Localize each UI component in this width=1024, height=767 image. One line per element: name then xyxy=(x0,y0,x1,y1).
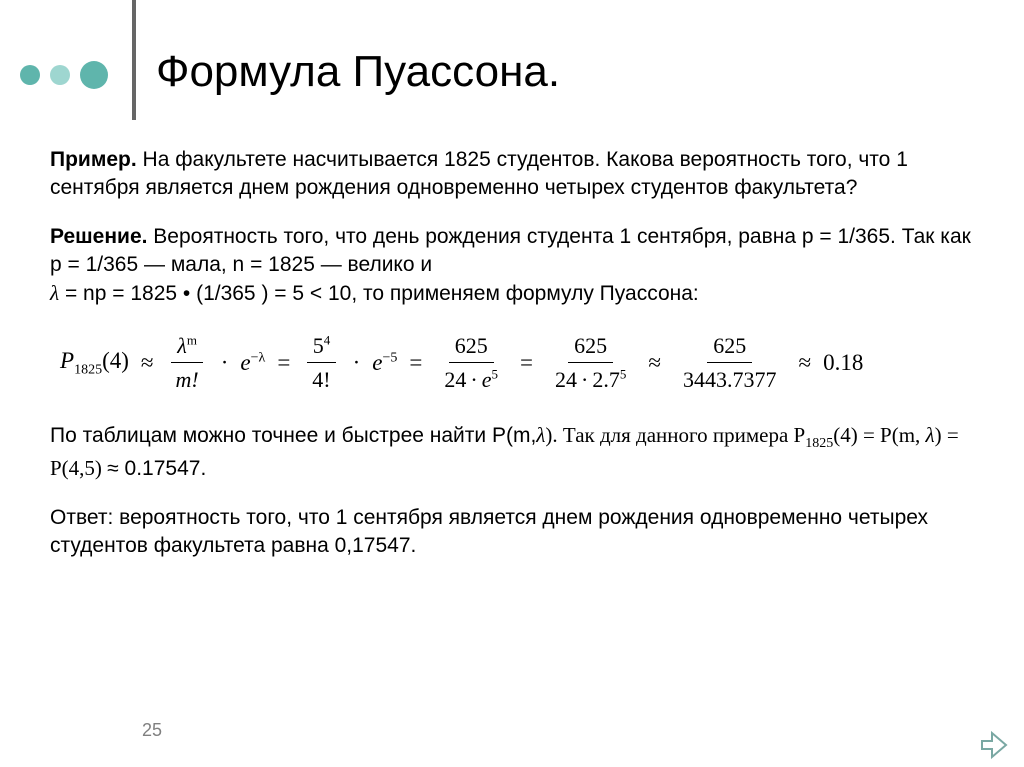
dot-1op: · xyxy=(221,347,229,378)
answer-paragraph: Ответ: вероятность того, что 1 сентября … xyxy=(50,504,974,561)
content: Пример. На факультете насчитывается 1825… xyxy=(50,146,974,560)
title-divider xyxy=(132,0,136,120)
dot-1 xyxy=(20,65,40,85)
poisson-formula: P1825(4) ≈ λm m! · e−λ = 54 4! · e−5 = 6… xyxy=(60,331,974,395)
dot-2op: · xyxy=(353,347,361,378)
e-neglambda: e−λ xyxy=(240,347,265,378)
eq-1: = xyxy=(277,347,290,378)
page-number: 25 xyxy=(142,720,162,741)
approx-3: ≈ xyxy=(798,347,811,378)
answer-text: вероятность того, что 1 сентября являетс… xyxy=(50,506,928,557)
decor-dots xyxy=(20,61,108,89)
lookup-sub: 1825 xyxy=(805,436,833,451)
example-paragraph: Пример. На факультете насчитывается 1825… xyxy=(50,146,974,203)
lookup-a: По таблицам можно точнее и быстрее найти… xyxy=(50,424,536,447)
lookup-b: ). Так для данного примера P xyxy=(545,423,805,447)
eq-2: = xyxy=(409,347,422,378)
approx-1: ≈ xyxy=(141,347,154,378)
solution-paragraph: Решение. Вероятность того, что день рожд… xyxy=(50,223,974,309)
frac-625-24e5: 625 24·e5 xyxy=(438,331,504,395)
lookup-c: (4) = P(m, xyxy=(833,423,925,447)
dot-2 xyxy=(50,65,70,85)
solution-line2: = np = 1825 • (1/365 ) = 5 < 10, то прим… xyxy=(59,282,699,305)
e-neg5: e−5 xyxy=(372,347,397,378)
formula-P: P1825(4) xyxy=(60,345,129,380)
header: Формула Пуассона. xyxy=(50,30,974,120)
formula-result: 0.18 xyxy=(823,347,863,378)
approx-2: ≈ xyxy=(648,347,661,378)
slide-title: Формула Пуассона. xyxy=(156,47,560,97)
frac-625-big: 625 3443.7377 xyxy=(677,331,783,395)
lookup-lambda2: λ xyxy=(926,423,935,447)
dot-3 xyxy=(80,61,108,89)
eq-3: = xyxy=(520,347,533,378)
next-arrow-icon[interactable] xyxy=(978,729,1010,761)
solution-line1: Вероятность того, что день рождения студ… xyxy=(50,225,971,276)
answer-label: Ответ: xyxy=(50,506,113,529)
slide: Формула Пуассона. Пример. На факультете … xyxy=(0,0,1024,767)
lookup-val: ≈ 0.17547. xyxy=(107,457,206,480)
solution-label: Решение. xyxy=(50,225,147,248)
frac-625-2427: 625 24·2.75 xyxy=(549,331,632,395)
lookup-paragraph: По таблицам можно точнее и быстрее найти… xyxy=(50,421,974,483)
frac-lambda-m: λm m! xyxy=(170,331,205,395)
lambda-symbol: λ xyxy=(50,281,59,305)
example-label: Пример. xyxy=(50,148,137,171)
frac-5-4: 54 4! xyxy=(306,331,336,395)
example-text: На факультете насчитывается 1825 студент… xyxy=(50,148,908,199)
